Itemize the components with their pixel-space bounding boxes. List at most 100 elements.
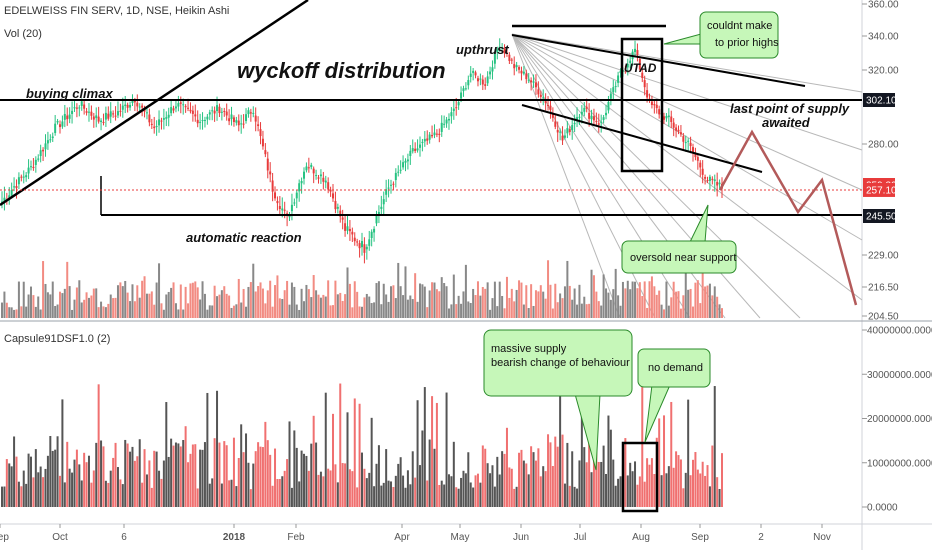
volume-bar [375, 283, 378, 318]
indicator-bar [230, 479, 233, 507]
fan-line [511, 33, 801, 319]
candle-body [650, 101, 653, 105]
candle-body [25, 175, 28, 178]
candle-body [435, 133, 438, 135]
indicator-bar [298, 481, 301, 507]
indicator-bar [97, 384, 100, 507]
volume-bar [505, 276, 508, 318]
volume-bar [493, 281, 496, 318]
candle-body [373, 228, 376, 233]
volume-bar [107, 303, 110, 318]
candle-body [711, 178, 714, 180]
volume-bar [208, 305, 211, 318]
indicator-bar [104, 480, 107, 507]
volume-bar [460, 303, 463, 318]
indicator-bar [63, 482, 66, 507]
indicator-bar [225, 445, 228, 507]
volume-bar [25, 306, 28, 318]
indicator-bar [51, 450, 54, 507]
candle-body [607, 101, 610, 111]
indicator-bar [474, 475, 477, 507]
candle-body [225, 111, 228, 116]
indicator-bar [491, 465, 494, 507]
indicator-bar [136, 456, 139, 507]
indicator-bar [605, 473, 608, 507]
indicator-bar [496, 456, 499, 507]
indicator-bar [3, 486, 6, 507]
volume-bar [232, 305, 235, 318]
candle-body [486, 76, 489, 84]
indicator-bar [392, 486, 395, 507]
volume-bar [247, 286, 250, 318]
volume-bar [402, 295, 405, 318]
volume-bar [141, 280, 144, 318]
candle-body [358, 243, 361, 249]
indicator-tick-label: 20000000.0000 [867, 414, 932, 425]
candle-body [602, 117, 605, 120]
indicator-bar [556, 446, 559, 507]
indicator-bar [663, 415, 666, 507]
volume-bar [462, 291, 465, 318]
indicator-bar [450, 476, 453, 507]
indicator-bar [402, 475, 405, 507]
annotation-automatic-reaction: automatic reaction [186, 230, 302, 245]
volume-bar [510, 288, 513, 318]
volume-bar [498, 281, 501, 318]
candle-body [559, 131, 562, 133]
indicator-bar [85, 462, 88, 507]
volume-bar [409, 295, 412, 318]
volume-bar [404, 266, 407, 318]
candle-body [310, 164, 313, 168]
volume-label: Vol (20) [4, 28, 42, 40]
fan-line [511, 33, 863, 151]
candle-body [696, 157, 699, 161]
volume-bar [389, 286, 392, 318]
volume-bar [481, 286, 484, 318]
candle-body [433, 132, 436, 136]
candle-body [27, 167, 30, 174]
indicator-bar [675, 451, 678, 507]
volume-bar [491, 298, 494, 318]
volume-bar [278, 298, 281, 318]
utad-box [620, 37, 664, 173]
indicator-bar [394, 475, 397, 507]
candle-body [440, 122, 443, 132]
indicator-tick-label: 30000000.0000 [867, 370, 932, 381]
indicator-bar [252, 463, 255, 507]
candle-body [539, 94, 542, 97]
candle-body [423, 138, 426, 142]
indicator-bar [667, 466, 670, 507]
indicator-bar [643, 481, 646, 507]
volume-bar [104, 307, 107, 318]
indicator-bar [617, 478, 620, 507]
volume-bar [143, 276, 146, 318]
candle-body [329, 189, 332, 192]
indicator-bar [83, 452, 86, 507]
indicator-bar [428, 439, 431, 507]
volume-bar [254, 291, 257, 318]
candle-body [406, 159, 409, 162]
volume-bar [63, 288, 66, 318]
candle-body [561, 135, 564, 141]
indicator-bar [177, 443, 180, 507]
volume-bar [290, 282, 293, 318]
indicator-bar [486, 463, 489, 507]
candle-body [544, 99, 547, 103]
volume-bar [75, 287, 78, 318]
volume-bar [252, 263, 255, 318]
volume-bar [346, 267, 349, 318]
candle-body [206, 116, 209, 120]
candle-body [583, 107, 586, 112]
candle-body [42, 149, 45, 152]
candle-body [658, 109, 661, 115]
time-axis-label: Feb [287, 532, 305, 543]
candle-body [484, 84, 487, 86]
candle-body [530, 80, 533, 83]
candle-body [713, 179, 716, 182]
volume-bar [307, 289, 310, 318]
candle-body [704, 176, 707, 179]
callout-no-demand: no demand [637, 348, 711, 443]
indicator-bar [457, 488, 460, 507]
volume-bar [353, 281, 356, 318]
indicator-bar [706, 465, 709, 507]
